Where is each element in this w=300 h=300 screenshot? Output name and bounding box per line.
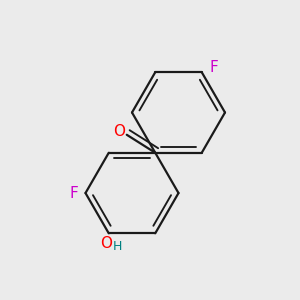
Text: O: O [100, 236, 112, 251]
Text: O: O [113, 124, 125, 139]
Text: F: F [69, 185, 78, 200]
Text: F: F [209, 60, 218, 75]
Text: H: H [112, 240, 122, 253]
